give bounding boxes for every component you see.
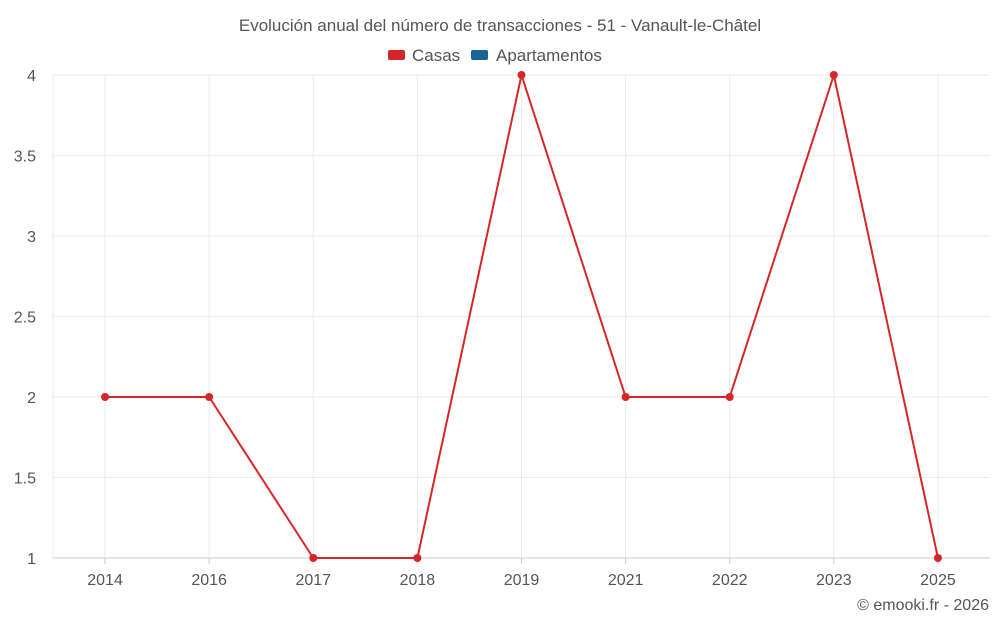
legend-item-casas[interactable]: Casas: [388, 46, 460, 65]
data-point-casas[interactable]: [829, 71, 838, 79]
credit-text: © emooki.fr - 2026: [857, 597, 989, 614]
legend-label-casas: Casas: [412, 46, 460, 65]
data-point-casas[interactable]: [413, 554, 422, 562]
x-tick-label: 2017: [295, 572, 331, 589]
y-tick-label: 1.5: [14, 471, 36, 488]
data-point-casas[interactable]: [101, 393, 110, 401]
y-tick-label: 2.5: [14, 310, 36, 327]
x-tick-label: 2021: [608, 572, 644, 589]
y-tick-label: 3: [27, 229, 36, 246]
x-tick-label: 2016: [191, 572, 227, 589]
legend-item-apartamentos[interactable]: Apartamentos: [471, 46, 602, 65]
axes: 1 1.5 2 2.5 3 3.5 4 2014 2016 2017 2018 2019 2021 202…: [14, 68, 990, 589]
y-tick-label: 1: [27, 551, 36, 568]
x-tick-label: 2019: [504, 572, 540, 589]
legend-swatch-casas: [388, 50, 405, 60]
x-tick-label: 2023: [816, 572, 852, 589]
data-point-casas[interactable]: [933, 554, 942, 562]
data-point-casas[interactable]: [309, 554, 318, 562]
data-point-casas[interactable]: [205, 393, 214, 401]
y-tick-label: 4: [27, 68, 36, 85]
legend-swatch-apartamentos: [471, 50, 488, 60]
y-tick-label: 2: [27, 390, 36, 407]
x-tick-label: 2018: [400, 572, 436, 589]
x-tick-label: 2025: [920, 572, 956, 589]
data-point-casas[interactable]: [517, 71, 526, 79]
legend-label-apartamentos: Apartamentos: [496, 46, 602, 65]
x-tick-label: 2022: [712, 572, 748, 589]
data-point-casas[interactable]: [725, 393, 734, 401]
legend: Casas Apartamentos: [388, 46, 602, 65]
series: [101, 71, 942, 562]
data-point-casas[interactable]: [621, 393, 630, 401]
x-tick-label: 2014: [87, 572, 123, 589]
chart-title: Evolución anual del número de transaccio…: [239, 16, 761, 35]
y-tick-label: 3.5: [14, 149, 36, 166]
